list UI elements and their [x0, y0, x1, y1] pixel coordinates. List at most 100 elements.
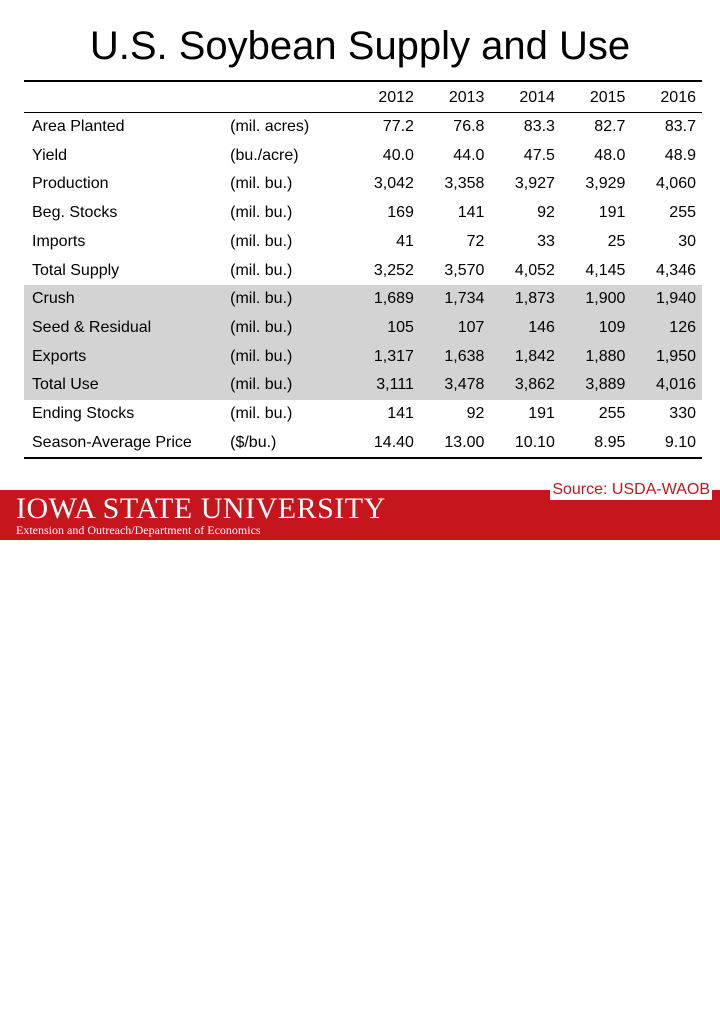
- value-cell: 109: [554, 313, 626, 343]
- value-cell: 30: [678, 232, 696, 250]
- value-cell: 40.0: [382, 146, 414, 164]
- slide-title: U.S. Soybean Supply and Use: [89, 24, 631, 68]
- value-cell: 4,145: [585, 261, 626, 279]
- row-label: Season-Average Price: [24, 428, 231, 460]
- header-unit-cell: [230, 84, 344, 113]
- value-cell: 3,929: [585, 175, 626, 193]
- row-unit: (mil. acres): [230, 118, 310, 135]
- row-label: Yield: [32, 146, 67, 164]
- table-row: Production (mil. bu.) 3,042 3,358 3,927 3,929…: [24, 170, 702, 199]
- row-unit: (mil. bu.): [230, 204, 293, 222]
- row-unit: (bu./acre): [230, 146, 299, 164]
- value-cell: 255: [669, 204, 696, 222]
- value-cell: 105: [343, 313, 414, 343]
- value-cell: 3,358: [444, 175, 485, 193]
- ag-decision-maker-logo: Ag Decision Maker: [532, 1002, 708, 1027]
- row-unit: (mil. bu.): [230, 405, 293, 423]
- value-cell: 33: [537, 232, 555, 250]
- value-cell: 48.9: [664, 146, 696, 164]
- row-label: Seed & Residual: [24, 313, 231, 343]
- value-cell: 3,252: [373, 261, 414, 279]
- value-cell: 4,016: [625, 371, 702, 401]
- value-cell: 330: [669, 405, 696, 423]
- year-header: 2015: [554, 84, 626, 113]
- value-cell: 92: [466, 405, 485, 423]
- row-label: Area Planted: [32, 118, 125, 135]
- table-row: Total Use (mil. bu.) 3,111 3,478 3,862 3,889 4…: [24, 371, 702, 401]
- value-cell: 25: [607, 232, 626, 250]
- value-cell: 4,060: [655, 175, 696, 193]
- value-cell: 3,570: [444, 261, 485, 279]
- value-cell: 44.0: [453, 146, 485, 164]
- row-unit: (mil. bu.): [230, 232, 293, 250]
- row-unit: (mil. bu.): [230, 261, 293, 279]
- row-label: Beg. Stocks: [32, 204, 118, 222]
- table-row: Exports (mil. bu.) 1,317 1,638 1,842 1,880 1,9…: [24, 342, 702, 372]
- table-row: Total Supply (mil. bu.) 3,252 3,570 4,052 4,1…: [24, 257, 702, 286]
- value-cell: 191: [598, 204, 626, 222]
- value-cell: 3,889: [554, 371, 626, 401]
- table-body: Area Planted (mil. acres) 77.2 76.8 83.3 82.7…: [24, 113, 702, 460]
- row-label: Crush: [24, 285, 231, 314]
- row-unit: (mil. bu.): [230, 371, 344, 401]
- value-cell: 107: [413, 313, 485, 343]
- value-cell: 1,900: [554, 285, 626, 314]
- row-unit: (mil. bu.): [230, 342, 344, 372]
- value-cell: 8.95: [554, 428, 626, 460]
- value-cell: 146: [484, 313, 555, 343]
- table-row: Area Planted (mil. acres) 77.2 76.8 83.3 82.7…: [24, 113, 702, 142]
- value-cell: 41: [396, 232, 414, 250]
- value-cell: 83.3: [523, 118, 555, 135]
- value-cell: 1,940: [625, 285, 702, 314]
- source-note: Source: USDA-WAOB: [550, 480, 712, 500]
- value-cell: 82.7: [594, 118, 626, 135]
- value-cell: 3,927: [514, 175, 555, 193]
- table-row: Crush (mil. bu.) 1,689 1,734 1,873 1,900 1,940: [24, 285, 702, 314]
- row-label: Imports: [32, 232, 86, 250]
- value-cell: 4,052: [514, 261, 555, 279]
- year-header: 2014: [484, 84, 555, 113]
- value-cell: 14.40: [343, 428, 414, 460]
- value-cell: 3,042: [373, 175, 414, 193]
- value-cell: 4,346: [655, 261, 696, 279]
- value-cell: 92: [537, 204, 555, 222]
- row-label: Total Use: [24, 371, 231, 401]
- value-cell: 126: [625, 313, 702, 343]
- row-unit: (mil. bu.): [230, 313, 344, 343]
- value-cell: 169: [387, 204, 414, 222]
- value-cell: 9.10: [625, 428, 702, 460]
- supply-use-table: 2012 2013 2014 2015 2016 Area Planted (mi…: [24, 84, 702, 460]
- table-row: Yield (bu./acre) 40.0 44.0 47.5 48.0 48.9: [24, 142, 702, 171]
- table-header-row: 2012 2013 2014 2015 2016: [24, 84, 702, 113]
- value-cell: 1,842: [484, 342, 555, 372]
- value-cell: 191: [528, 405, 555, 423]
- value-cell: 83.7: [664, 118, 696, 135]
- row-label: Production: [32, 175, 109, 193]
- row-label: Total Supply: [32, 261, 120, 279]
- table-row: Beg. Stocks (mil. bu.) 169 141 92 191 255: [24, 199, 702, 228]
- year-header: 2012: [343, 84, 414, 113]
- row-label: Ending Stocks: [32, 405, 135, 423]
- value-cell: 1,638: [413, 342, 485, 372]
- row-unit: ($/bu.): [230, 428, 344, 460]
- row-unit: (mil. bu.): [230, 175, 293, 193]
- value-cell: 3,862: [484, 371, 555, 401]
- value-cell: 77.2: [382, 118, 414, 135]
- value-cell: 10.10: [484, 428, 555, 460]
- header-label-cell: [24, 84, 231, 113]
- value-cell: 141: [457, 204, 485, 222]
- row-unit: (mil. bu.): [230, 285, 344, 314]
- value-cell: 3,478: [413, 371, 485, 401]
- value-cell: 1,873: [484, 285, 555, 314]
- year-header: 2016: [625, 84, 702, 113]
- table-top-rule: [24, 80, 702, 82]
- value-cell: 76.8: [453, 118, 485, 135]
- value-cell: 141: [387, 405, 414, 423]
- table-row: Seed & Residual (mil. bu.) 105 107 146 109 126: [24, 313, 702, 343]
- value-cell: 1,689: [343, 285, 414, 314]
- footer-subtitle: Extension and Outreach/Department of Eco…: [16, 523, 261, 537]
- value-cell: 48.0: [594, 146, 626, 164]
- table-row: Ending Stocks (mil. bu.) 141 92 191 255 330: [24, 400, 702, 429]
- isu-logo: IOWA STATE UNIVERSITY: [16, 492, 386, 525]
- value-cell: 13.00: [413, 428, 485, 460]
